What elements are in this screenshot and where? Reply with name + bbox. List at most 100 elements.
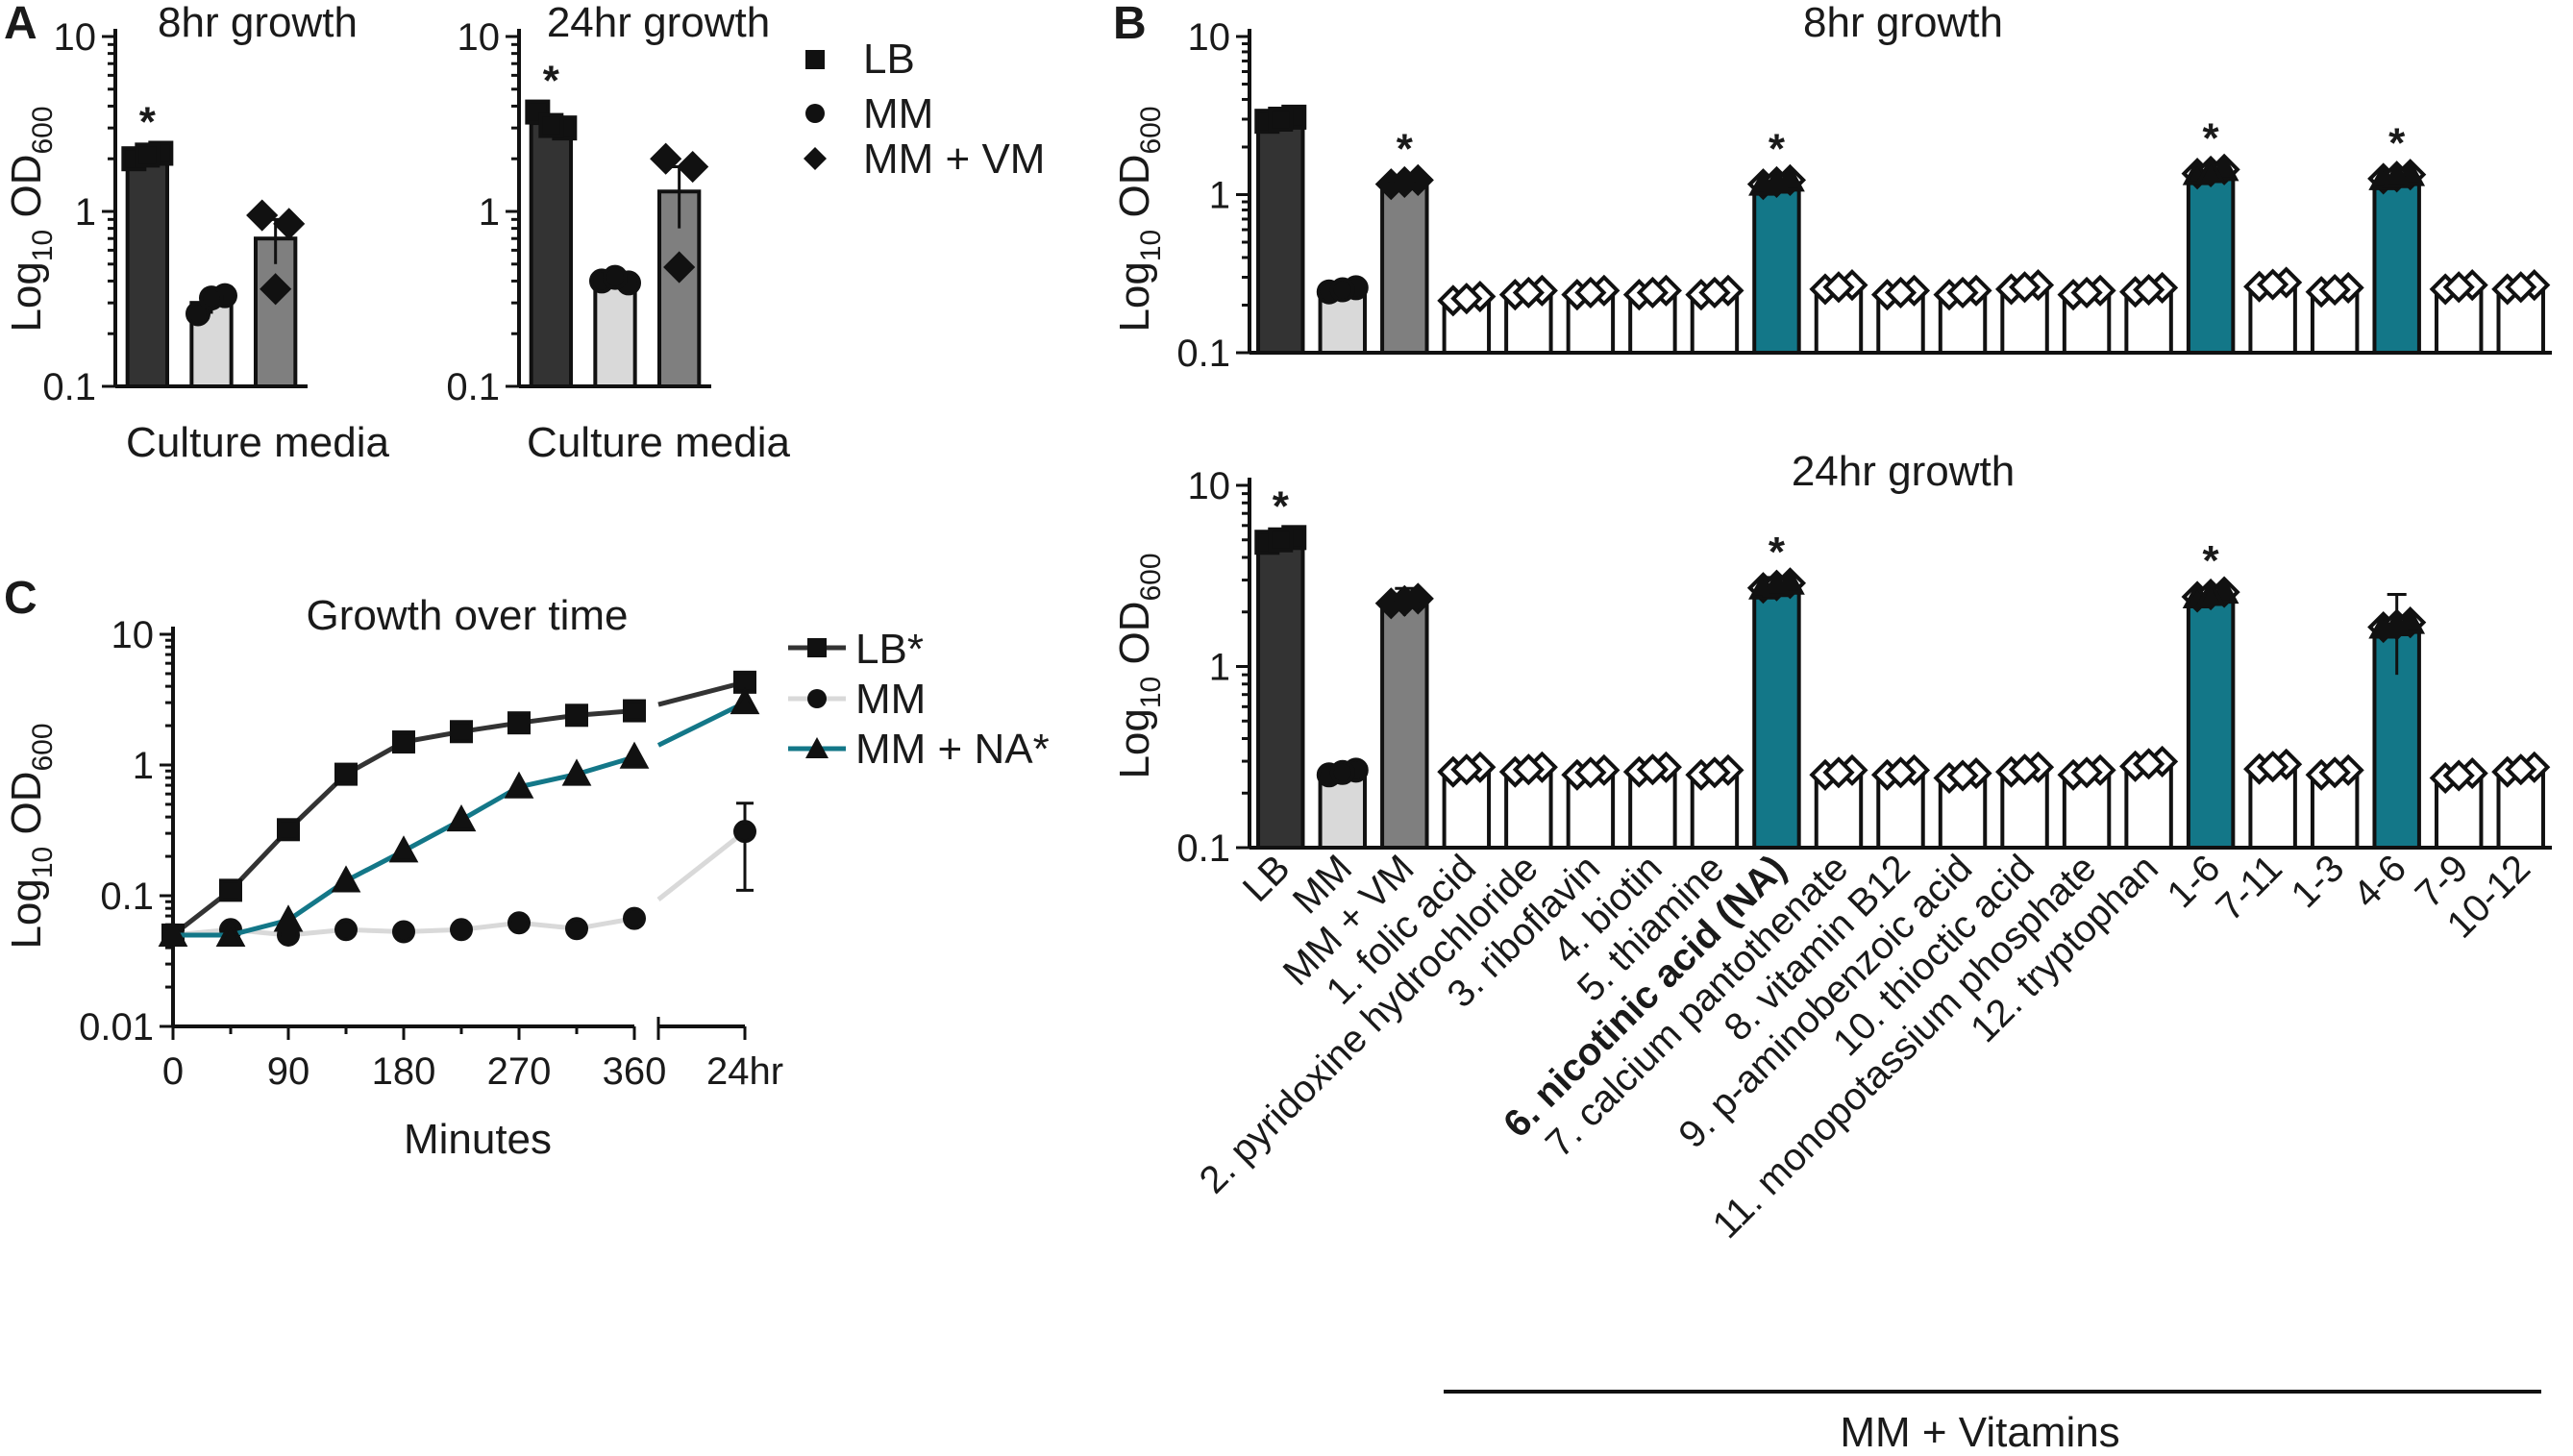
- bar: [1256, 117, 1305, 355]
- data-point: [1388, 165, 1421, 199]
- data-point: [1822, 756, 1855, 789]
- data-point: [507, 711, 531, 735]
- y-axis-label: Log10 OD600: [3, 723, 59, 949]
- x-tick-label: 4-6: [2345, 847, 2414, 916]
- data-point: [2505, 271, 2537, 304]
- data-point: [1512, 753, 1545, 786]
- y-tick-label: 10: [1188, 465, 1231, 507]
- data-point: [135, 142, 161, 168]
- data-point: [158, 919, 188, 947]
- x-tick-label: 180: [372, 1050, 436, 1093]
- panel-a-24hr-chart: 24hr growth Culture media LB MM MM + VM …: [446, 0, 1045, 466]
- bar: [1380, 599, 1429, 851]
- data-point: [2257, 751, 2289, 783]
- chart-title: 8hr growth: [158, 0, 358, 46]
- data-point: [2195, 579, 2226, 606]
- data-point: [1450, 753, 1483, 786]
- legend-mm-circle-marker: [805, 104, 825, 123]
- group-label: MM + Vitamins: [1840, 1409, 2119, 1456]
- bar: [2372, 174, 2421, 355]
- y-tick-label: 1: [1209, 647, 1230, 689]
- x-tick-label: LB: [1235, 847, 1299, 910]
- data-point: [260, 273, 292, 306]
- y-tick-label: 0.1: [1176, 827, 1230, 870]
- bar: [2186, 592, 2236, 850]
- legend-mmna-triangle-marker: [805, 737, 829, 758]
- significance-star: *: [543, 58, 560, 105]
- bar: [125, 153, 170, 388]
- data-point: [1574, 756, 1607, 789]
- legend-label-mmvm: MM + VM: [863, 136, 1045, 183]
- data-point: [1636, 753, 1669, 786]
- legend-mm-circle-marker: [807, 689, 827, 708]
- y-tick-label: 1: [75, 191, 96, 234]
- data-point: [2442, 271, 2475, 304]
- data-point: [2008, 753, 2041, 786]
- data-point: [663, 251, 696, 284]
- data-point: [246, 199, 279, 232]
- significance-star: *: [2203, 114, 2220, 161]
- chart-title: 24hr growth: [547, 0, 770, 46]
- data-point: [2318, 756, 2351, 789]
- data-point: [2382, 160, 2412, 188]
- bar: [1752, 583, 1801, 850]
- y-tick-label: 0.1: [1176, 333, 1230, 375]
- data-point: [2008, 271, 2041, 304]
- legend-label-lb: LB*: [855, 626, 924, 673]
- data-point: [1946, 759, 1979, 792]
- data-point: [504, 771, 534, 799]
- legend-label-mmna: MM + NA*: [855, 726, 1050, 773]
- significance-star: *: [1769, 529, 1786, 576]
- significance-star: *: [2203, 537, 2220, 584]
- data-point: [733, 820, 756, 844]
- data-point: [1636, 276, 1669, 309]
- panel-b-8hr-chart: 8hr growth Log10 OD600 10 1 0.1 * * * *: [1111, 0, 2552, 375]
- data-point: [392, 920, 415, 944]
- data-point: [1946, 276, 1979, 309]
- data-point: [2133, 748, 2165, 780]
- bar: [2186, 169, 2236, 355]
- data-point: [2070, 276, 2103, 309]
- data-point: [2318, 273, 2351, 307]
- data-point: [677, 150, 709, 184]
- bar: [1752, 180, 1801, 355]
- series-line-24hr: [656, 700, 747, 748]
- y-axis-label: Log10 OD600: [1111, 106, 1167, 332]
- y-tick-label: 10: [54, 16, 97, 59]
- significance-star: *: [1273, 482, 1290, 530]
- data-point: [1450, 283, 1483, 315]
- data-point: [273, 904, 304, 932]
- data-point: [219, 878, 242, 902]
- bar: [657, 189, 702, 388]
- data-point: [1512, 276, 1545, 309]
- data-point: [450, 720, 473, 744]
- chart-title: Growth over time: [307, 592, 629, 639]
- data-point: [215, 919, 246, 947]
- significance-star: *: [2388, 120, 2406, 167]
- data-point: [1762, 166, 1792, 194]
- legend-lb-square-marker: [805, 50, 825, 69]
- legend-lb-square-marker: [807, 638, 827, 657]
- y-tick-label: 10: [1188, 16, 1231, 59]
- data-point: [1698, 276, 1731, 309]
- y-tick-label: 1: [479, 191, 500, 234]
- series-line-24hr: [657, 679, 746, 707]
- data-point: [565, 703, 588, 728]
- legend-label-lb: LB: [863, 36, 915, 83]
- x-tick-label: 270: [487, 1050, 552, 1093]
- data-point: [1574, 276, 1607, 309]
- series-line-24hr: [656, 829, 747, 901]
- significance-star: *: [1769, 125, 1786, 172]
- data-point: [1268, 527, 1294, 553]
- data-point: [1329, 759, 1355, 785]
- data-point: [650, 142, 682, 175]
- y-tick-label: 0.1: [100, 876, 154, 918]
- y-tick-label: 10: [111, 614, 155, 656]
- legend-label-mm: MM: [855, 676, 926, 723]
- y-tick-label: 0.1: [42, 366, 96, 408]
- data-point: [1884, 276, 1917, 309]
- panel-c-line-chart: Growth over time Minutes Log10 OD600 LB*…: [3, 592, 1050, 1163]
- panel-label-a: A: [4, 0, 37, 49]
- data-point: [2195, 156, 2226, 184]
- data-point: [2505, 753, 2537, 786]
